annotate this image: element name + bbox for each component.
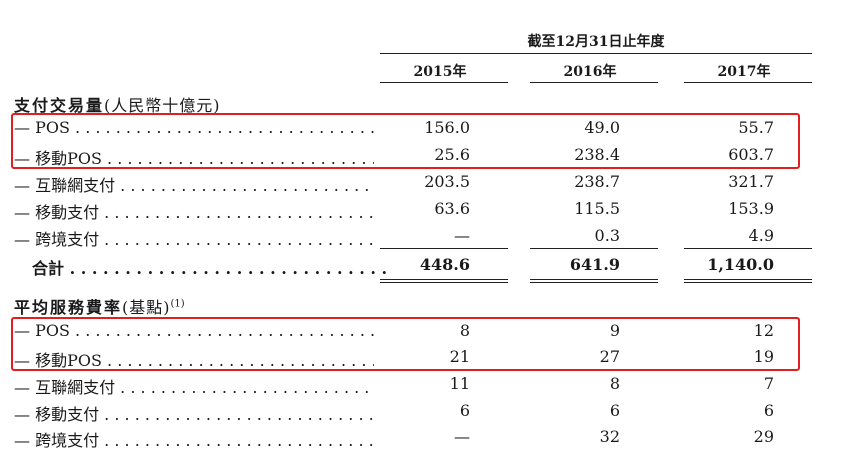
value-2015: — — [454, 427, 470, 446]
row-label: — 跨境支付 . . . . . . . . . . . . . . . . .… — [14, 230, 374, 249]
value-2017: 12 — [753, 321, 774, 340]
year-rule-2015 — [380, 82, 508, 83]
row-label: — 跨境支付 . . . . . . . . . . . . . . . . .… — [14, 431, 374, 450]
value-2017: 153.9 — [728, 199, 774, 218]
year-2017: 2017年 — [717, 64, 771, 80]
value-2017: 4.9 — [748, 226, 774, 245]
value-2015: 156.0 — [424, 118, 470, 137]
value-2015: — — [454, 226, 470, 245]
value-2016: 0.3 — [594, 226, 620, 245]
volume-unit: (人民幣十億元) — [104, 96, 221, 115]
value-2016: 115.5 — [574, 199, 620, 218]
value-2015: 8 — [459, 321, 470, 340]
total-label: 合計 . . . . . . . . . . . . . . . . . . .… — [32, 259, 392, 278]
value-2015: 6 — [459, 401, 470, 420]
subtotal-rule-2017 — [684, 248, 812, 249]
period-header: 截至12月31日止年度 — [527, 34, 665, 50]
year-rule-2016 — [530, 82, 658, 83]
volume-section-title: 支付交易量(人民幣十億元) — [14, 92, 221, 116]
value-2017: 603.7 — [728, 145, 774, 164]
value-2016: 6 — [609, 401, 620, 420]
value-2016: 238.4 — [574, 145, 620, 164]
subtotal-rule-2016 — [530, 248, 658, 249]
value-2015: 25.6 — [434, 145, 470, 164]
row-label: — 互聯網支付 . . . . . . . . . . . . . . . . … — [14, 176, 370, 195]
year-rule-2017 — [684, 82, 812, 83]
total-2017: 1,140.0 — [707, 255, 774, 274]
total-row: 合計 . . . . . . . . . . . . . . . . . . .… — [0, 255, 864, 281]
total-rule-2015-a — [380, 279, 508, 280]
row-label: — 移動支付 . . . . . . . . . . . . . . . . .… — [14, 405, 374, 424]
total-2015: 448.6 — [419, 255, 470, 274]
value-2017: 6 — [763, 401, 774, 420]
table-row: — 移動支付 . . . . . . . . . . . . . . . . .… — [0, 199, 864, 225]
value-2015: 203.5 — [424, 172, 470, 191]
value-2016: 32 — [599, 427, 620, 446]
fee-section-title: 平均服務費率(基點)(1) — [14, 294, 185, 318]
header-rule — [380, 53, 812, 54]
value-2015: 21 — [449, 347, 470, 366]
value-2015: 63.6 — [434, 199, 470, 218]
table-row: — POS . . . . . . . . . . . . . . . . . … — [0, 321, 864, 347]
value-2016: 9 — [609, 321, 620, 340]
highlight-box-volume — [11, 113, 800, 169]
total-rule-2015-b — [380, 282, 508, 283]
volume-title: 支付交易量 — [14, 96, 105, 115]
table-row: — 移動支付 . . . . . . . . . . . . . . . . .… — [0, 401, 864, 427]
total-rule-2016-b — [530, 282, 658, 283]
total-rule-2016-a — [530, 279, 658, 280]
value-2017: 7 — [763, 374, 774, 393]
value-2017: 19 — [753, 347, 774, 366]
value-2016: 27 — [599, 347, 620, 366]
year-2015: 2015年 — [413, 64, 467, 80]
table-row: — 跨境支付 . . . . . . . . . . . . . . . . .… — [0, 427, 864, 453]
value-2016: 49.0 — [584, 118, 620, 137]
subtotal-rule-2015 — [380, 248, 508, 249]
value-2016: 8 — [609, 374, 620, 393]
row-label: — 移動POS . . . . . . . . . . . . . . . . … — [14, 149, 374, 168]
row-label: — 互聯網支付 . . . . . . . . . . . . . . . . … — [14, 378, 370, 397]
table-row: — 跨境支付 . . . . . . . . . . . . . . . . .… — [0, 226, 864, 252]
fee-title: 平均服務費率 — [14, 298, 123, 317]
fee-unit: (基點) — [122, 298, 171, 317]
highlight-box-fee — [11, 317, 800, 371]
table-row: — 互聯網支付 . . . . . . . . . . . . . . . . … — [0, 172, 864, 198]
table-row: — 移動POS . . . . . . . . . . . . . . . . … — [0, 145, 864, 171]
year-2016: 2016年 — [563, 64, 617, 80]
row-label: — 移動支付 . . . . . . . . . . . . . . . . .… — [14, 203, 374, 222]
footnote-marker: (1) — [170, 298, 185, 310]
value-2017: 29 — [753, 427, 774, 446]
table-row: — 移動POS . . . . . . . . . . . . . . . . … — [0, 347, 864, 373]
row-label: — POS . . . . . . . . . . . . . . . . . … — [14, 118, 374, 137]
total-rule-2017-b — [684, 282, 812, 283]
value-2016: 238.7 — [574, 172, 620, 191]
table-row: — POS . . . . . . . . . . . . . . . . . … — [0, 118, 864, 144]
total-rule-2017-a — [684, 279, 812, 280]
total-2016: 641.9 — [569, 255, 620, 274]
value-2017: 321.7 — [728, 172, 774, 191]
table-row: — 互聯網支付 . . . . . . . . . . . . . . . . … — [0, 374, 864, 400]
value-2017: 55.7 — [738, 118, 774, 137]
row-label: — 移動POS . . . . . . . . . . . . . . . . … — [14, 351, 374, 370]
row-label: — POS . . . . . . . . . . . . . . . . . … — [14, 321, 374, 340]
value-2015: 11 — [449, 374, 470, 393]
